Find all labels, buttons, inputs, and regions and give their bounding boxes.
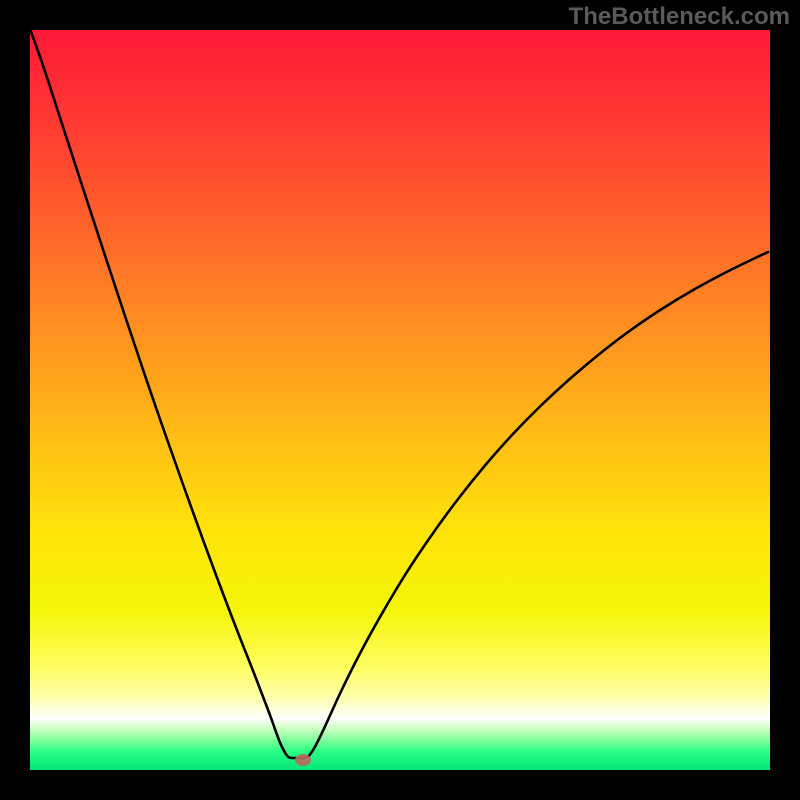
gradient-background	[30, 30, 770, 770]
watermark-text: TheBottleneck.com	[569, 3, 790, 31]
chart-canvas	[0, 0, 800, 800]
optimum-marker	[295, 754, 311, 766]
